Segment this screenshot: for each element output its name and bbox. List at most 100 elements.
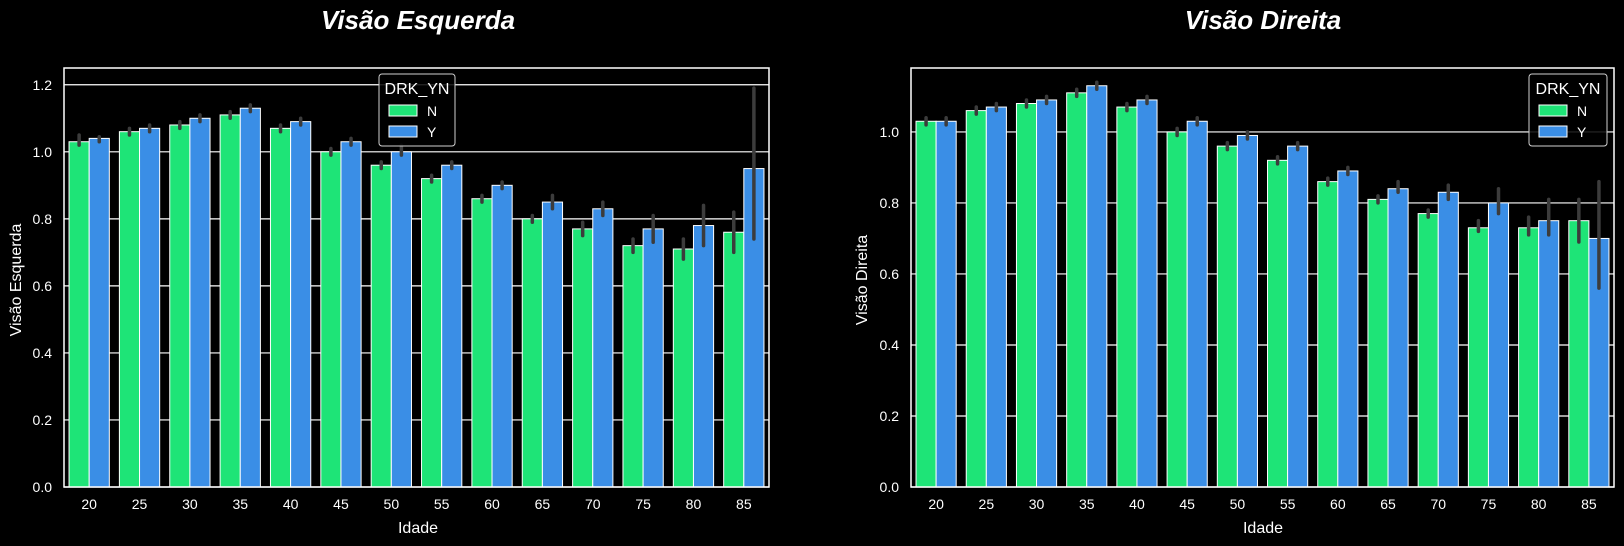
x-tick-label-right: 75: [1481, 496, 1497, 512]
bar-y-55: [441, 164, 463, 488]
bar-y-35: [239, 107, 261, 488]
bar-y-30: [1036, 99, 1058, 488]
legend-label-y: Y: [427, 124, 437, 140]
bar-n-35: [1066, 92, 1088, 488]
bar-y-60: [1337, 170, 1359, 488]
bar-y-75: [1487, 202, 1510, 488]
legend-swatch-n: [1538, 104, 1568, 117]
legend-left: DRK_YN NY: [378, 73, 456, 147]
bar-y-70: [1437, 191, 1459, 488]
legend-label-y: Y: [1577, 124, 1587, 140]
bar-n-85: [723, 231, 745, 488]
bar-y-40: [290, 121, 312, 488]
bar-n-75: [622, 245, 644, 488]
bar-y-35: [1086, 85, 1108, 488]
x-tick-label-left: 65: [535, 496, 551, 512]
x-tick-label-right: 40: [1129, 496, 1145, 512]
legend-right: DRK_YN NY: [1528, 73, 1608, 147]
bar-n-80: [672, 248, 694, 488]
x-axis-label-left: Idade: [398, 520, 438, 537]
bar-n-85: [1568, 220, 1590, 488]
legend-label-n: N: [427, 103, 437, 119]
y-tick-label-left: 0.0: [33, 479, 53, 495]
x-tick-label-left: 45: [333, 496, 349, 512]
y-axis-label-right: Visão Direita: [854, 235, 871, 326]
bar-y-65: [541, 201, 564, 488]
bar-n-45: [1166, 131, 1188, 488]
bar-n-65: [521, 218, 543, 488]
bar-y-45: [1186, 120, 1208, 488]
x-tick-label-right: 70: [1430, 496, 1446, 512]
bar-y-25: [985, 106, 1007, 488]
x-tick-label-right: 45: [1179, 496, 1195, 512]
x-tick-label-right: 85: [1581, 496, 1597, 512]
bar-y-60: [491, 184, 513, 488]
bar-n-50: [370, 164, 392, 488]
bar-n-70: [572, 228, 594, 488]
bar-n-50: [1216, 145, 1238, 488]
bar-n-40: [269, 127, 292, 488]
x-tick-label-left: 70: [585, 496, 601, 512]
bar-n-30: [169, 124, 191, 488]
bar-n-60: [1317, 181, 1339, 488]
y-tick-label-right: 0.8: [880, 195, 900, 211]
bar-n-70: [1417, 213, 1439, 488]
bar-n-30: [1015, 103, 1038, 488]
bar-y-45: [340, 141, 362, 488]
y-tick-label-right: 0.4: [880, 337, 900, 353]
x-tick-label-right: 80: [1531, 496, 1547, 512]
bar-n-35: [219, 114, 241, 488]
x-tick-label-left: 25: [132, 496, 148, 512]
plot-area-left: 0.0 0.2 0.4 0.6 0.8 1.0 1.2 20 25 30 35 40 45 50 55 60 6…: [33, 67, 770, 512]
bar-n-65: [1367, 198, 1389, 488]
x-tick-label-left: 30: [182, 496, 198, 512]
legend-title: DRK_YN: [385, 81, 450, 98]
x-tick-label-right: 20: [928, 496, 944, 512]
y-tick-label-right: 1.0: [880, 124, 900, 140]
x-tick-label-left: 85: [736, 496, 752, 512]
legend-label-n: N: [1577, 103, 1587, 119]
y-tick-label-right: 0.6: [880, 266, 900, 282]
bar-y-20: [935, 120, 957, 488]
x-tick-label-right: 60: [1330, 496, 1346, 512]
x-tick-label-left: 20: [81, 496, 97, 512]
x-axis-label-right: Idade: [1243, 520, 1283, 537]
bar-n-55: [421, 178, 443, 488]
x-tick-label-right: 25: [979, 496, 995, 512]
bar-n-55: [1267, 159, 1289, 488]
bar-y-65: [1387, 188, 1409, 488]
axes-frame-right: [910, 67, 1615, 488]
bar-n-60: [471, 198, 493, 488]
y-tick-label-left: 0.4: [33, 345, 53, 361]
legend-title: DRK_YN: [1536, 81, 1601, 98]
x-tick-label-left: 35: [232, 496, 248, 512]
bar-n-20: [915, 120, 937, 488]
x-tick-label-left: 60: [484, 496, 500, 512]
bar-y-50: [1236, 134, 1258, 488]
bar-y-25: [139, 127, 161, 488]
legend-swatch-y: [1538, 125, 1568, 138]
plot-area-right: 0.0 0.2 0.4 0.6 0.8 1.0 20 25 30 35 40 45 50 55 60 65 70…: [880, 67, 1615, 512]
x-tick-label-left: 40: [283, 496, 299, 512]
x-tick-label-left: 75: [635, 496, 651, 512]
legend-swatch-y: [388, 125, 418, 138]
bar-y-80: [1538, 220, 1560, 488]
x-tick-label-left: 50: [384, 496, 400, 512]
bar-n-40: [1116, 106, 1138, 488]
chart-title-left: Visão Esquerda: [321, 5, 515, 35]
chart-title-right: Visão Direita: [1185, 5, 1342, 35]
bar-n-45: [320, 151, 342, 488]
x-tick-label-left: 80: [686, 496, 702, 512]
bar-n-20: [68, 141, 90, 488]
y-tick-label-left: 0.8: [33, 211, 53, 227]
legend-swatch-n: [388, 104, 418, 117]
bar-y-20: [88, 137, 110, 488]
bar-n-25: [965, 110, 987, 488]
y-tick-label-left: 0.2: [33, 412, 53, 428]
bar-n-75: [1467, 227, 1489, 488]
bar-n-80: [1518, 227, 1540, 488]
y-tick-label-left: 1.2: [33, 77, 53, 93]
bar-y-30: [189, 117, 211, 488]
y-tick-label-left: 1.0: [33, 144, 53, 160]
